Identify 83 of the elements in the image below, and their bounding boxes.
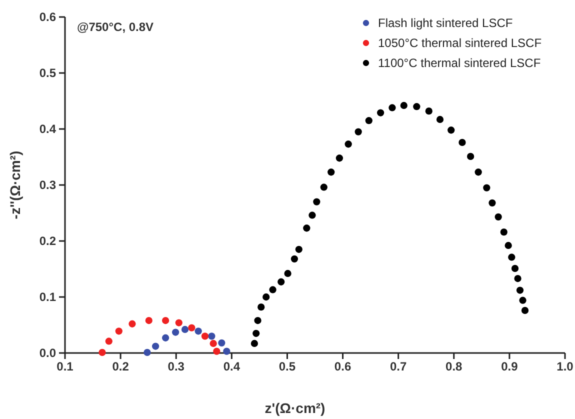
point — [194, 328, 202, 335]
point — [474, 168, 482, 176]
point — [365, 117, 372, 124]
point — [250, 340, 258, 348]
y-tick-label: 0.6 — [39, 10, 56, 24]
point — [105, 338, 112, 345]
point — [201, 332, 209, 340]
point — [466, 152, 474, 160]
point — [320, 184, 328, 191]
x-tick-label: 0.3 — [168, 360, 185, 374]
point — [516, 286, 524, 294]
legend-label: 1100°C thermal sintered LSCF — [378, 56, 541, 70]
point — [284, 270, 292, 278]
point — [508, 254, 516, 261]
x-tick-label: 0.8 — [446, 360, 463, 374]
point — [448, 126, 455, 134]
point — [98, 348, 106, 356]
point — [313, 198, 320, 206]
point — [262, 293, 270, 301]
point — [145, 316, 152, 324]
point — [208, 332, 216, 340]
point — [258, 304, 265, 311]
point — [269, 286, 276, 294]
y-tick-label: 0.5 — [39, 66, 56, 80]
point — [278, 278, 285, 286]
point — [488, 199, 496, 206]
point — [376, 109, 384, 116]
point — [218, 339, 226, 346]
point — [388, 104, 396, 112]
y-tick-label: 0.1 — [39, 290, 56, 304]
point — [223, 348, 230, 355]
point — [303, 224, 310, 232]
point — [308, 212, 316, 219]
point — [500, 228, 508, 236]
point — [210, 340, 217, 348]
point — [252, 330, 260, 337]
point — [295, 246, 302, 253]
point — [115, 328, 122, 335]
annotation: @750°C, 0.8V — [77, 20, 154, 34]
point — [436, 116, 444, 124]
point — [162, 316, 170, 324]
point — [213, 348, 220, 355]
x-tick-label: 0.2 — [112, 360, 130, 374]
x-tick-label: 0.6 — [334, 360, 352, 374]
y-tick-label: 0.4 — [39, 122, 56, 136]
point — [344, 140, 352, 148]
point — [413, 103, 420, 110]
x-tick-label: 1.0 — [556, 360, 574, 374]
y-tick-label: 0.3 — [39, 178, 56, 192]
x-tick-label: 0.9 — [501, 360, 518, 374]
point — [128, 320, 136, 328]
point — [458, 138, 466, 146]
y-axis-title: -z''(Ω·cm²) — [7, 150, 23, 220]
x-tick-label: 0.7 — [390, 360, 407, 374]
point — [290, 255, 298, 262]
x-tick-label: 0.1 — [56, 360, 74, 374]
point — [354, 128, 362, 136]
x-axis-title: z'(Ω·cm²) — [264, 400, 326, 416]
point — [494, 213, 502, 220]
x-tick-label: 0.4 — [223, 360, 240, 374]
point — [254, 316, 262, 324]
point — [514, 274, 522, 282]
point — [328, 168, 335, 176]
point — [511, 264, 519, 272]
point — [425, 108, 432, 115]
point — [144, 348, 151, 356]
legend-label: Flash light sintered LSCF — [378, 16, 513, 30]
legend-label: 1050°C thermal sintered LSCF — [378, 36, 542, 50]
point — [483, 184, 490, 192]
x-tick-label: 0.5 — [278, 360, 296, 374]
y-tick-label: 0.0 — [39, 346, 56, 360]
point — [504, 242, 512, 250]
point — [162, 334, 170, 342]
point — [152, 342, 160, 350]
point — [181, 326, 189, 334]
point — [336, 154, 344, 162]
point — [519, 296, 526, 304]
y-tick-label: 0.2 — [39, 234, 56, 248]
point — [521, 306, 529, 314]
point — [188, 324, 196, 332]
point — [175, 319, 182, 326]
point — [172, 328, 180, 336]
point — [400, 102, 408, 110]
